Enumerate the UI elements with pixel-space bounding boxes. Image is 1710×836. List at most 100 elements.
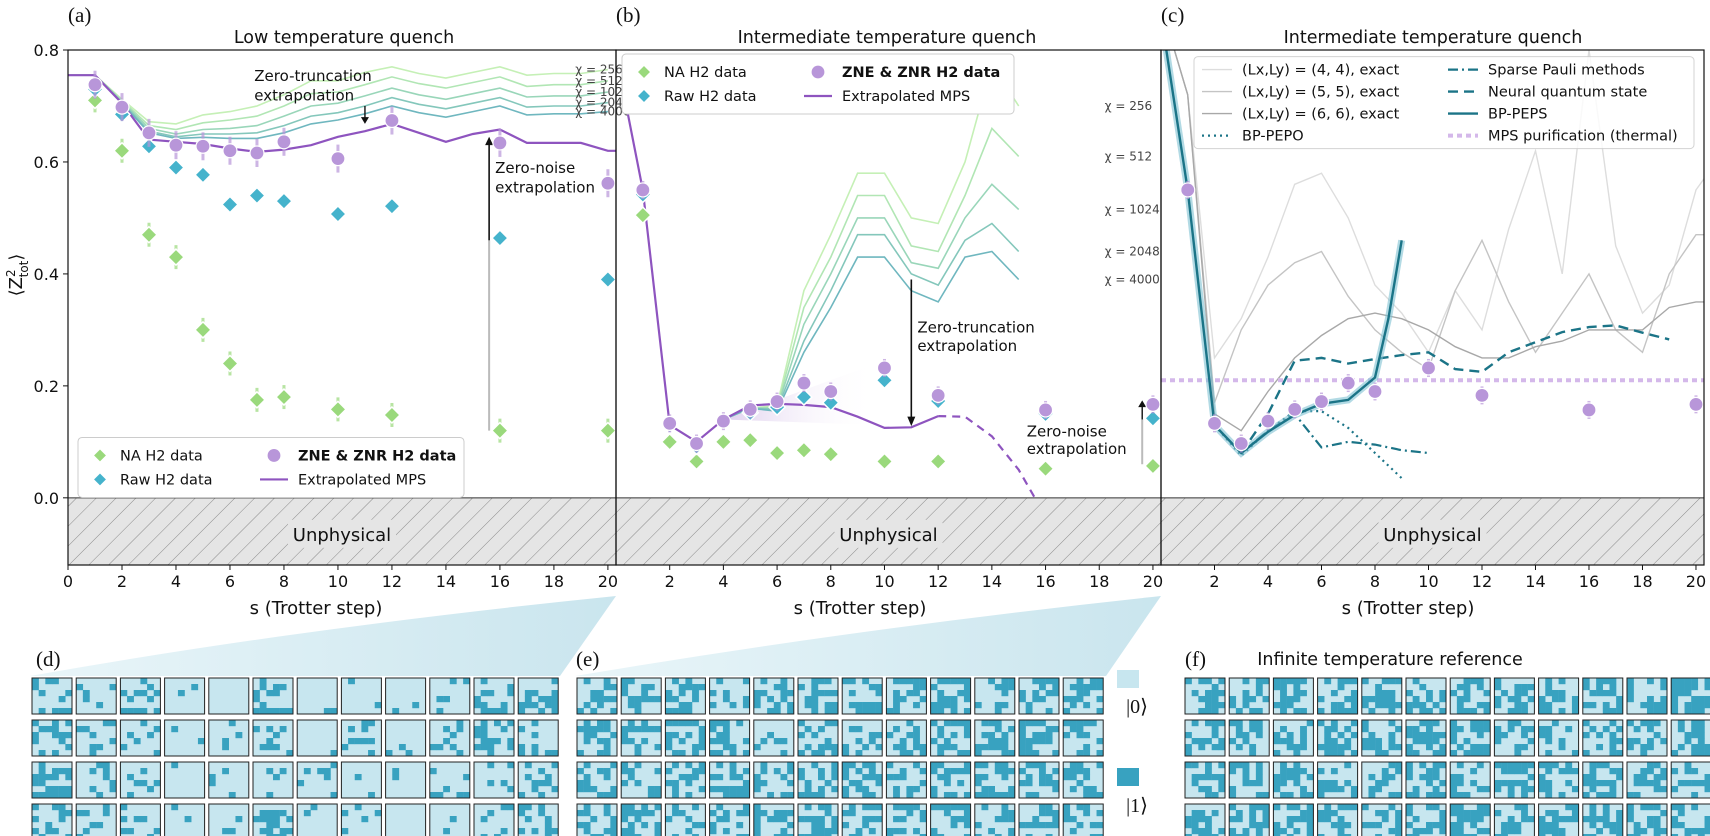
zne-point: [1367, 383, 1383, 400]
lattice-spin-up: [1432, 762, 1440, 769]
lattice-spin-up: [1324, 732, 1332, 739]
lattice-spin-up: [1076, 720, 1084, 727]
lattice-spin-up: [1647, 780, 1654, 787]
title-a: Low temperature quench: [234, 28, 454, 48]
lattice-tile-border: [930, 803, 972, 836]
lattice-spin-up: [1096, 810, 1104, 817]
lattice-spin-up: [171, 804, 179, 811]
lattice-spin-up: [678, 810, 686, 817]
lattice-spin-up: [544, 774, 552, 781]
lattice-spin-up: [1045, 690, 1053, 697]
lattice-spin-up: [1633, 738, 1641, 745]
lattice-spin-up: [524, 816, 532, 823]
lattice-spin-up: [760, 678, 768, 685]
lattice-spin-up: [590, 816, 598, 823]
lattice-spin-up: [1426, 792, 1433, 799]
lattice-spin-up: [1395, 678, 1402, 685]
lattice-spin-up: [1076, 768, 1084, 775]
lattice-spin-up: [773, 810, 781, 817]
lattice-spin-up: [65, 786, 73, 793]
lattice-spin-up: [474, 696, 481, 703]
lattice-spin-up: [1286, 678, 1294, 685]
lattice-spin-up: [654, 786, 662, 793]
lattice-spin-up: [531, 702, 539, 709]
lattice-spin-up: [1388, 792, 1396, 799]
lattice-spin-up: [1025, 780, 1033, 787]
lattice-spin-up: [1293, 708, 1301, 715]
lattice-spin-up: [1198, 810, 1206, 817]
lattice-spin-up: [893, 786, 900, 793]
lattice-spin-up: [1300, 732, 1307, 739]
legend-zne-label: ZNE & ZNR H2 data: [842, 65, 1000, 81]
lattice-spin-up: [893, 702, 900, 709]
lattice-spin-up: [524, 804, 532, 811]
lattice-spin-up: [1388, 762, 1396, 769]
ann-zero-trunc-2: extrapolation: [254, 86, 354, 104]
lattice-spin-up: [1476, 726, 1484, 733]
lattice-spin-up: [120, 708, 128, 715]
lattice-spin-up: [1704, 816, 1710, 823]
lattice-spin-up: [1395, 810, 1402, 817]
lattice-spin-up: [1235, 810, 1243, 817]
lattice-spin-up: [868, 684, 876, 691]
lattice-spin-up: [1545, 780, 1553, 787]
lattice-spin-up: [323, 768, 331, 775]
lattice-spin-up: [58, 816, 66, 823]
lattice-spin-up: [937, 690, 945, 697]
lattice-spin-up: [1582, 774, 1590, 781]
lattice-spin-up: [943, 792, 951, 799]
lattice-spin-up: [1494, 738, 1502, 745]
lattice-spin-up: [1045, 726, 1053, 733]
lattice-tile-border: [1493, 677, 1535, 715]
lattice-spin-up: [1019, 744, 1026, 751]
lattice-spin-up: [1538, 732, 1546, 739]
lattice-spin-up: [654, 822, 662, 829]
lattice-spin-up: [480, 678, 488, 685]
lattice-spin-up: [507, 738, 515, 745]
lattice-spin-up: [760, 768, 768, 775]
lattice-spin-up: [1470, 816, 1478, 823]
lattice-spin-up: [76, 726, 84, 733]
lattice-spin-up: [52, 678, 59, 685]
lattice-spin-up: [1456, 726, 1464, 733]
lattice-spin-up: [1211, 696, 1219, 703]
lattice-spin-up: [480, 738, 488, 745]
lattice-spin-up: [1089, 684, 1097, 691]
legend-na-label: NA H2 data: [120, 448, 203, 464]
lattice-spin-up: [621, 768, 629, 775]
lattice-spin-up: [919, 744, 927, 751]
lattice-spin-up: [38, 708, 46, 715]
lattice-spin-up: [531, 750, 539, 757]
lattice-spin-up: [974, 834, 982, 836]
lattice-tile-border: [576, 677, 618, 715]
lattice-spin-up: [487, 708, 495, 715]
lattice-spin-up: [1545, 786, 1553, 793]
lattice-spin-up: [82, 828, 90, 835]
lattice-spin-up: [685, 828, 693, 835]
na-point: [85, 91, 105, 110]
lattice-spin-up: [641, 720, 649, 727]
lattice-spin-up: [538, 780, 546, 787]
lattice-spin-up: [330, 762, 338, 769]
lattice-spin-up: [1293, 828, 1301, 835]
bond-dim-line: [68, 65, 609, 125]
lattice-spin-up: [1483, 750, 1491, 757]
lattice-tile-border: [1493, 803, 1535, 836]
lattice-spin-up: [831, 708, 839, 715]
lattice-spin-up: [1205, 762, 1212, 769]
zne-point: [1145, 396, 1161, 412]
state1-label: |1⟩: [1126, 795, 1148, 817]
lattice-spin-up: [672, 834, 679, 836]
lattice-spin-up: [1229, 804, 1237, 811]
lattice-spin-up: [1463, 738, 1471, 745]
lattice-spin-up: [1697, 738, 1705, 745]
lattice-spin-up: [753, 690, 761, 697]
lattice-spin-up: [621, 732, 629, 739]
lattice-spin-up: [279, 726, 287, 733]
lattice-spin-up: [1653, 828, 1661, 835]
lattice-tile-border: [1018, 803, 1060, 836]
lattice-spin-up: [1609, 732, 1617, 739]
na-point: [929, 452, 948, 471]
lattice-spin-up: [862, 702, 870, 709]
lattice-spin-up: [1514, 762, 1522, 769]
